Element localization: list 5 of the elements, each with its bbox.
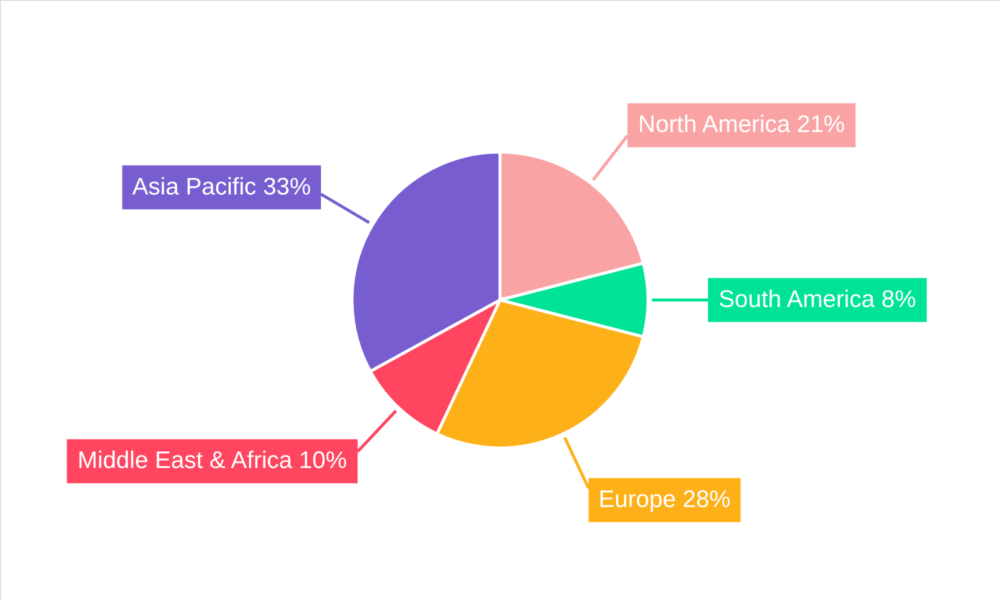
slice-label: North America 21%: [638, 111, 845, 138]
slice-label: South America 8%: [718, 286, 916, 313]
slice-label: Middle East & Africa 10%: [77, 447, 347, 474]
slice-label: Asia Pacific 33%: [132, 173, 311, 200]
slice-label: Europe 28%: [598, 486, 731, 514]
